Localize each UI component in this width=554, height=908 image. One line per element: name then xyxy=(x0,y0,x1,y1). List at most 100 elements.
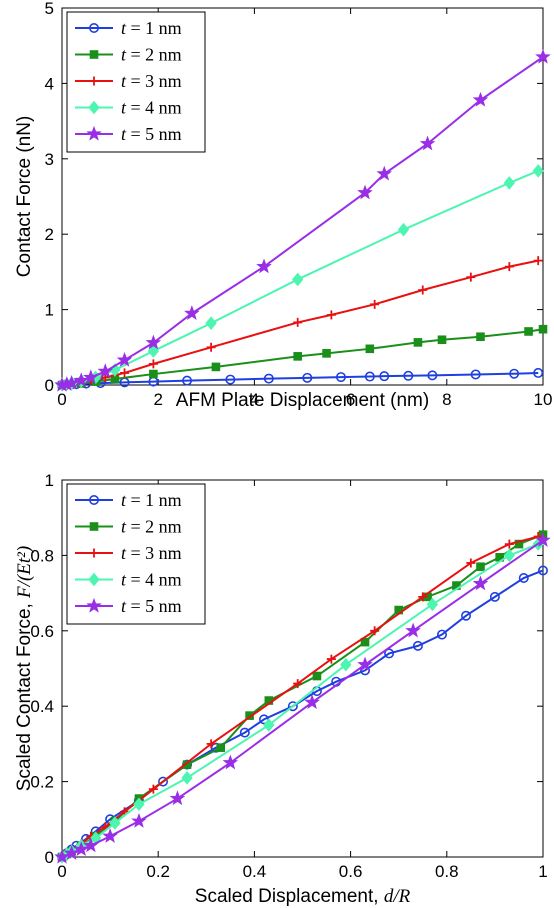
legend-marker xyxy=(88,572,100,587)
legend-label-var: t xyxy=(121,45,127,65)
data-point xyxy=(63,374,80,390)
legend-label-rest: = 5 nm xyxy=(126,124,182,144)
y-tick-label: 4 xyxy=(45,74,54,93)
data-point xyxy=(222,754,239,770)
x-axis-label-text: AFM Plate Displacement (nm) xyxy=(176,390,429,411)
data-point xyxy=(364,371,375,382)
data-point xyxy=(256,258,272,274)
data-point xyxy=(216,743,226,752)
x-tick-label: 0 xyxy=(57,390,66,409)
data-point xyxy=(535,48,551,64)
data-point xyxy=(472,575,489,591)
legend-label: t = 1 nm xyxy=(121,18,182,38)
x-tick-label: 0.8 xyxy=(435,862,459,881)
data-point xyxy=(470,369,481,380)
x-tick-label: 10 xyxy=(534,390,553,409)
data-point xyxy=(466,558,476,568)
data-point xyxy=(225,374,236,385)
y-tick-label: 0.4 xyxy=(30,697,54,716)
data-point xyxy=(322,349,331,358)
data-point xyxy=(169,790,186,806)
data-point xyxy=(335,372,346,383)
legend-label: t = 3 nm xyxy=(121,71,182,91)
legend-marker xyxy=(89,50,99,59)
data-point xyxy=(211,362,221,372)
data-point xyxy=(304,694,320,710)
axes-frame xyxy=(61,479,544,858)
bottom-panel: 0 0.2 0.4 0.6 0.8 1 0 0.2 0.4 0.6 0.8 1 Scaled Displ… xyxy=(14,471,551,907)
y-axis-label: Scaled Contact Force, F/(Et²) xyxy=(14,546,35,791)
x-tick-label: 2 xyxy=(153,390,162,409)
data-point xyxy=(73,372,90,388)
data-point xyxy=(149,369,158,379)
data-point xyxy=(206,739,216,749)
data-point xyxy=(239,727,250,738)
data-point xyxy=(403,370,414,381)
data-point xyxy=(133,797,145,812)
x-axis-label: AFM Plate Displacement (nm) xyxy=(176,390,429,411)
data-point xyxy=(503,548,515,563)
data-point xyxy=(147,344,160,358)
legend-marker xyxy=(89,548,99,558)
data-point xyxy=(357,656,373,672)
data-point xyxy=(418,592,428,602)
data-point xyxy=(476,562,485,572)
y-tick-label: 0 xyxy=(45,848,54,867)
data-point xyxy=(405,622,421,638)
legend-label-rest: = 4 nm xyxy=(126,98,182,118)
axes-frame xyxy=(61,7,544,386)
x-tick-label: 6 xyxy=(346,390,355,409)
legend-label-var: t xyxy=(121,18,127,38)
y-axis-label-text: Contact Force (nN) xyxy=(14,116,35,278)
legend-label: t = 4 nm xyxy=(121,570,182,590)
legend-marker xyxy=(89,494,100,505)
legend-marker xyxy=(89,22,100,33)
y-tick-label: 0.2 xyxy=(30,773,54,792)
y-tick-label: 0.6 xyxy=(30,622,54,641)
data-point xyxy=(83,369,99,385)
data-point xyxy=(365,344,375,354)
data-point xyxy=(472,91,489,107)
legend-label-var: t xyxy=(121,98,127,118)
legend-label-rest: = 2 nm xyxy=(126,45,182,65)
data-point xyxy=(476,332,485,342)
legend-label-rest: = 1 nm xyxy=(126,490,182,510)
y-tick-label: 5 xyxy=(45,0,54,18)
series-5 xyxy=(54,532,551,864)
data-point xyxy=(370,626,380,636)
data-point xyxy=(533,367,544,378)
data-point xyxy=(145,334,162,350)
legend-label: t = 3 nm xyxy=(121,543,182,563)
data-point xyxy=(461,610,472,621)
legend-marker xyxy=(86,597,102,613)
data-point xyxy=(83,837,99,853)
data-point xyxy=(292,272,304,287)
data-point xyxy=(116,351,133,367)
x-tick-label: 1 xyxy=(538,862,547,881)
x-tick-label: 0.2 xyxy=(146,862,170,881)
y-axis-label: Contact Force (nN) xyxy=(14,116,35,278)
data-point xyxy=(293,679,303,689)
data-point xyxy=(504,539,514,549)
legend-label: t = 4 nm xyxy=(121,98,182,118)
legend: t = 1 nmt = 2 nmt = 3 nmt = 4 nmt = 5 nm xyxy=(66,483,206,625)
legend-label: t = 1 nm xyxy=(121,490,182,510)
data-point xyxy=(412,640,423,651)
legend-marker xyxy=(89,76,99,86)
data-point xyxy=(537,565,548,576)
data-point xyxy=(535,532,551,547)
data-point xyxy=(504,262,514,272)
legend-label: t = 2 nm xyxy=(121,45,182,65)
legend-label-rest: = 2 nm xyxy=(126,517,182,537)
data-point xyxy=(360,637,370,647)
y-tick-label: 0.8 xyxy=(30,546,54,565)
series-5 xyxy=(54,48,551,392)
legend-marker xyxy=(89,522,99,531)
data-point xyxy=(131,813,147,828)
y-tick-label: 2 xyxy=(45,225,54,244)
legend-label: t = 2 nm xyxy=(121,517,182,537)
data-point xyxy=(293,317,303,327)
data-point xyxy=(109,816,121,830)
legend-label-var: t xyxy=(121,71,127,91)
data-point xyxy=(413,338,423,347)
